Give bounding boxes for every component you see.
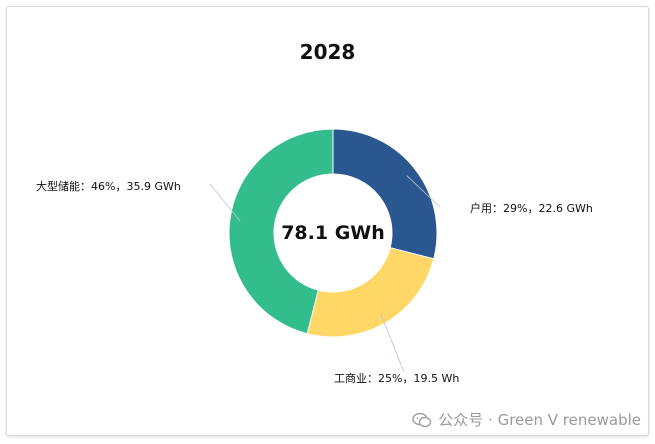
slice-utility: [228, 128, 334, 335]
watermark-text: 公众号 · Green V renewable: [438, 411, 641, 429]
slice-commercial: [306, 247, 435, 338]
leader-line: [380, 313, 405, 373]
slice-label-household: 户用：29%，22.6 GWh: [470, 201, 593, 215]
leader-line: [406, 175, 441, 208]
center-total-label: 78.1 GWh: [281, 222, 385, 244]
leader-line: [209, 183, 241, 222]
slice-label-utility: 大型储能：46%，35.9 GWh: [36, 179, 181, 193]
wechat-icon: [412, 412, 432, 427]
slice-label-commercial: 工商业：25%，19.5 Wh: [334, 371, 459, 385]
chart-title: 2028: [299, 40, 356, 64]
slice-household: [332, 128, 438, 260]
watermark: 公众号 · Green V renewable: [412, 409, 641, 430]
chart-frame: [6, 6, 649, 436]
